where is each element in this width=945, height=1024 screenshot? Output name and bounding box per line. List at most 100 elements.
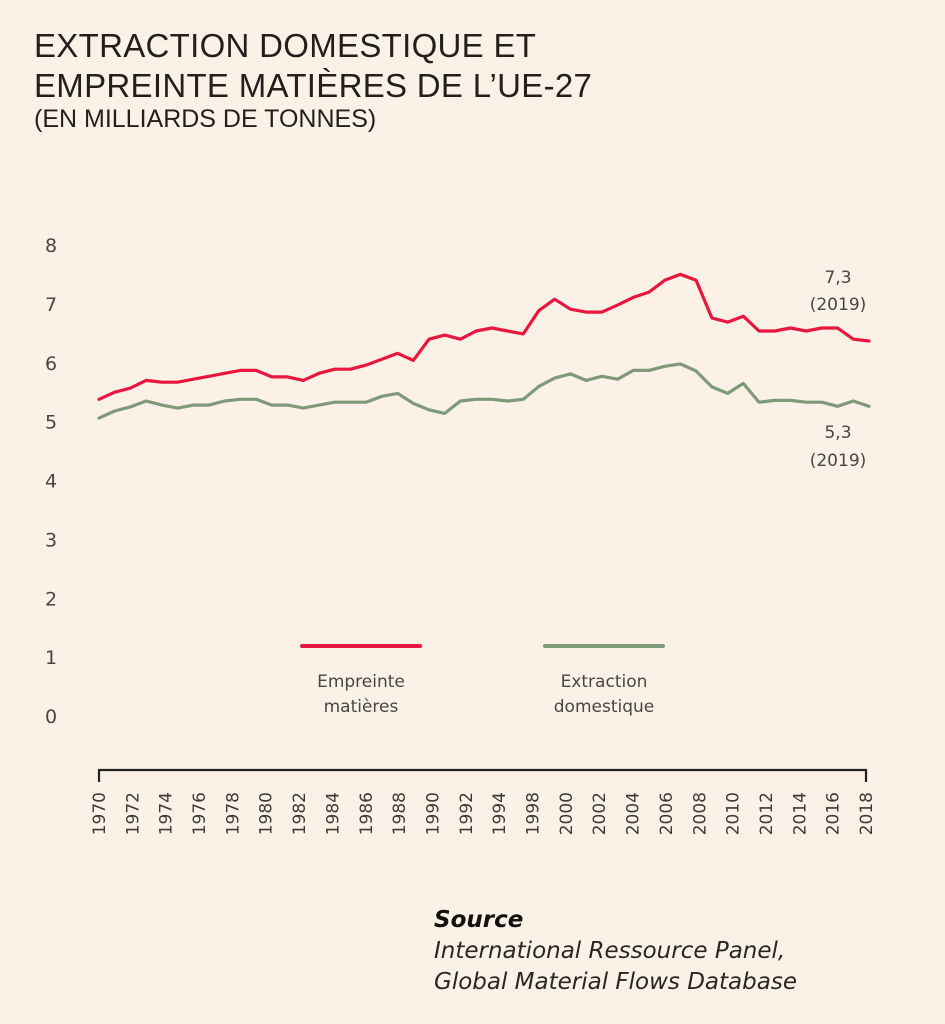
data-point bbox=[742, 382, 744, 384]
x-tick-label: 2002 bbox=[590, 792, 610, 835]
data-point bbox=[412, 402, 414, 404]
data-point bbox=[506, 330, 508, 332]
legend-label-line-2: domestique bbox=[554, 697, 654, 717]
data-point bbox=[711, 386, 713, 388]
x-axis-line bbox=[97, 768, 868, 782]
data-point bbox=[396, 352, 398, 354]
data-point bbox=[601, 375, 603, 377]
end-annotation-year: (2019) bbox=[810, 295, 867, 315]
data-point bbox=[239, 398, 241, 400]
data-point bbox=[255, 369, 257, 371]
legend-label-line-2: matières bbox=[324, 697, 399, 717]
data-point bbox=[632, 369, 634, 371]
data-point bbox=[805, 330, 807, 332]
series-line-empreinte-matieres bbox=[97, 272, 871, 401]
data-point bbox=[852, 338, 854, 340]
data-point bbox=[349, 401, 351, 403]
chart-title-line-2: EMPREINTE MATIÈRES DE L’UE-27 bbox=[34, 67, 593, 104]
y-tick-label: 8 bbox=[45, 235, 57, 257]
x-tick-label: 1994 bbox=[490, 792, 510, 835]
y-tick-label: 2 bbox=[45, 588, 57, 610]
data-point bbox=[459, 400, 461, 402]
data-point bbox=[98, 417, 100, 419]
data-point bbox=[334, 401, 336, 403]
data-point bbox=[334, 368, 336, 370]
data-point bbox=[679, 273, 681, 275]
x-tick-label: 1978 bbox=[223, 792, 243, 835]
data-point bbox=[569, 373, 571, 375]
data-point bbox=[208, 404, 210, 406]
x-tick-label: 1982 bbox=[290, 792, 310, 835]
source-line-1: International Ressource Panel, bbox=[434, 938, 786, 964]
x-tick-label: 1976 bbox=[190, 792, 210, 835]
data-point bbox=[726, 392, 728, 394]
x-tick-label: 1988 bbox=[390, 792, 410, 835]
data-point bbox=[318, 404, 320, 406]
x-tick-label: 2012 bbox=[757, 792, 777, 835]
data-point bbox=[145, 379, 147, 381]
data-point bbox=[726, 321, 728, 323]
data-point bbox=[428, 409, 430, 411]
chart-title: EXTRACTION DOMESTIQUE ET EMPREINTE MATIÈ… bbox=[34, 26, 592, 106]
data-point bbox=[632, 296, 634, 298]
data-point bbox=[318, 372, 320, 374]
data-point bbox=[428, 338, 430, 340]
data-point bbox=[239, 369, 241, 371]
x-tick-label: 2014 bbox=[790, 792, 810, 835]
data-point bbox=[522, 398, 524, 400]
data-point bbox=[836, 327, 838, 329]
source-note: Source International Ressource Panel, Gl… bbox=[434, 905, 797, 998]
data-point bbox=[286, 376, 288, 378]
x-tick-label: 2010 bbox=[724, 792, 744, 835]
data-point bbox=[161, 381, 163, 383]
x-tick-label: 1984 bbox=[323, 792, 343, 835]
data-point bbox=[852, 400, 854, 402]
data-point bbox=[208, 375, 210, 377]
y-tick-label: 4 bbox=[45, 471, 57, 493]
data-point bbox=[129, 387, 131, 389]
x-tick-label: 2008 bbox=[690, 792, 710, 835]
legend-label-line-1: Empreinte bbox=[317, 672, 405, 692]
end-annotations: 7,3 (2019) 5,3 (2019) bbox=[810, 268, 867, 471]
legend: Empreinte matières Extraction domestique bbox=[300, 644, 665, 717]
data-point bbox=[821, 327, 823, 329]
data-point bbox=[224, 400, 226, 402]
x-tick-label: 2004 bbox=[624, 792, 644, 835]
data-point bbox=[286, 404, 288, 406]
data-point bbox=[648, 369, 650, 371]
data-point bbox=[255, 398, 257, 400]
data-point bbox=[616, 378, 618, 380]
x-tick-label: 1972 bbox=[123, 792, 143, 835]
data-point bbox=[224, 372, 226, 374]
data-point bbox=[585, 379, 587, 381]
data-point bbox=[868, 340, 870, 342]
source-line-2: Global Material Flows Database bbox=[434, 969, 797, 995]
y-tick-label: 1 bbox=[45, 647, 57, 669]
data-point bbox=[381, 358, 383, 360]
data-point bbox=[302, 407, 304, 409]
data-point bbox=[585, 311, 587, 313]
data-point bbox=[491, 398, 493, 400]
end-annotation-value: 5,3 bbox=[824, 423, 851, 443]
source-heading: Source bbox=[434, 907, 524, 933]
data-point bbox=[789, 399, 791, 401]
legend-label-line-1: Extraction bbox=[561, 672, 648, 692]
data-point bbox=[664, 279, 666, 281]
x-tick-label: 2016 bbox=[824, 792, 844, 835]
data-point bbox=[742, 315, 744, 317]
series-line-extraction-domestique bbox=[97, 362, 871, 420]
data-point bbox=[444, 334, 446, 336]
data-point bbox=[695, 279, 697, 281]
y-tick-label: 6 bbox=[45, 353, 57, 375]
data-point bbox=[396, 392, 398, 394]
x-axis: 1970 1972 1974 1976 1978 1980 1982 1984 1986 1988… bbox=[90, 768, 877, 835]
data-point bbox=[805, 401, 807, 403]
y-tick-label: 7 bbox=[45, 294, 57, 316]
data-point bbox=[444, 412, 446, 414]
y-axis-ticks: 0 1 2 3 4 5 6 7 8 bbox=[45, 235, 57, 728]
data-point bbox=[506, 400, 508, 402]
x-tick-label: 1998 bbox=[524, 792, 544, 835]
data-point bbox=[648, 291, 650, 293]
data-point bbox=[491, 327, 493, 329]
